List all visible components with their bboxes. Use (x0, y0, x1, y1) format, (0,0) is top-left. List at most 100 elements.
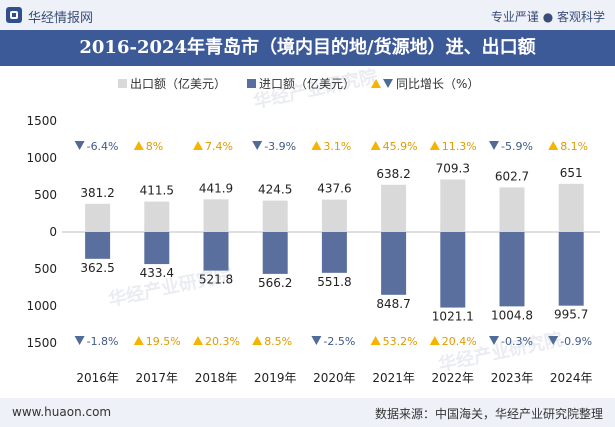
import-growth-label: 20.3% (205, 335, 240, 348)
legend-down-icon (383, 79, 393, 88)
export-growth-label: 3.1% (323, 140, 351, 153)
x-tick-label: 2023年 (491, 371, 534, 385)
site-name: 华经情报网 (28, 11, 94, 26)
export-bar (381, 184, 407, 232)
x-tick-label: 2017年 (136, 371, 179, 385)
import-growth-label: 20.4% (442, 335, 477, 348)
growth-up-icon (370, 336, 381, 345)
y-tick-label: 1000 (26, 151, 57, 165)
legend-up-icon (371, 79, 381, 88)
import-bar (381, 232, 407, 295)
export-growth-label: 11.3% (442, 140, 477, 153)
y-tick-label: 1500 (26, 336, 57, 350)
import-value-label: 521.8 (199, 273, 233, 287)
export-growth-label: 8.1% (560, 140, 588, 153)
bars (85, 179, 584, 308)
title-bar: 2016-2024年青岛市（境内目的地/货源地）进、出口额 (0, 30, 615, 66)
growth-up-icon (370, 141, 381, 150)
export-bar (321, 199, 347, 232)
import-value-label: 566.2 (258, 276, 292, 290)
legend-swatch-import (247, 79, 256, 88)
growth-down-icon (311, 336, 322, 345)
import-growth-label: -0.9% (560, 335, 592, 348)
export-growth-label: 7.4% (205, 140, 233, 153)
export-growth-label: -6.4% (87, 140, 119, 153)
export-bar (558, 183, 584, 232)
y-axis: 1500 1000 500 0 500 1000 1500 (26, 114, 600, 350)
y-tick-label: 1500 (26, 114, 57, 128)
chart: 华经产业研究院 华经产业研究院 华经产业研究院 出口额（亿美元） 进口额（亿美元）… (26, 66, 600, 385)
y-tick-label: 500 (34, 262, 57, 276)
export-value-label: 441.9 (199, 181, 233, 195)
growth-up-icon (193, 141, 203, 150)
import-value-label: 362.5 (80, 261, 114, 275)
x-tick-label: 2022年 (432, 371, 475, 385)
growth-up-icon (133, 141, 144, 150)
import-value-label: 995.7 (554, 308, 588, 322)
y-tick-label: 0 (49, 225, 57, 239)
y-tick-label: 500 (34, 188, 57, 202)
footer-url: www.huaon.com (12, 405, 112, 419)
export-bar (262, 200, 288, 232)
import-bar (262, 232, 288, 274)
data-labels: 381.2 362.5 411.5 433.4 441.9 521.8 424.5 566.2… (80, 162, 588, 324)
import-growth-label: -0.3% (501, 335, 533, 348)
import-growth-label: 8.5% (264, 335, 292, 348)
x-tick-label: 2018年 (195, 371, 238, 385)
export-bar (144, 201, 170, 232)
import-growth-label: 53.2% (383, 335, 418, 348)
growth-down-icon (252, 141, 263, 150)
growth-up-icon (429, 141, 440, 150)
import-value-label: 848.7 (376, 297, 410, 311)
export-growth-label: -5.9% (501, 140, 533, 153)
growth-down-icon (489, 141, 499, 150)
y-tick-label: 1000 (26, 299, 57, 313)
x-tick-label: 2016年 (76, 371, 119, 385)
growth-up-icon (429, 336, 440, 345)
growth-up-icon (548, 141, 559, 150)
import-value-label: 1021.1 (432, 310, 474, 324)
x-tick-label: 2024年 (550, 371, 593, 385)
import-bar (85, 232, 111, 259)
growth-down-icon (489, 336, 499, 345)
growth-labels: -6.4% -1.8% 8% 19.5% 7.4% 20.3% -3.9% 8.5% 3.1% -… (74, 140, 592, 348)
import-bar (499, 232, 525, 307)
import-bar (440, 232, 466, 308)
export-growth-label: 8% (146, 140, 163, 153)
import-value-label: 551.8 (317, 275, 351, 289)
export-value-label: 651 (560, 166, 583, 180)
x-tick-label: 2021年 (372, 371, 415, 385)
import-value-label: 1004.8 (491, 308, 533, 322)
export-value-label: 424.5 (258, 183, 292, 197)
import-bar (144, 232, 170, 265)
export-value-label: 638.2 (376, 167, 410, 181)
x-tick-label: 2019年 (254, 371, 297, 385)
legend-label-import: 进口额（亿美元） (259, 76, 355, 91)
export-growth-label: -3.9% (264, 140, 296, 153)
export-value-label: 437.6 (317, 182, 351, 196)
import-bar (558, 232, 584, 306)
footer-source: 数据来源：中国海关，华经产业研究院整理 (374, 407, 603, 421)
growth-down-icon (74, 141, 85, 150)
import-bar (321, 232, 347, 273)
legend: 出口额（亿美元） 进口额（亿美元） 同比增长（%） (118, 76, 479, 91)
tagline: 专业严谨 ● 客观科学 (490, 10, 605, 24)
growth-down-icon (548, 336, 559, 345)
x-axis: 2016年 2017年 2018年 2019年 2020年 2021年 2022年 2023年… (76, 371, 592, 385)
export-bar (440, 179, 466, 232)
import-growth-label: -1.8% (87, 335, 119, 348)
legend-label-growth: 同比增长（%） (396, 77, 479, 91)
export-bar (85, 203, 111, 232)
growth-up-icon (252, 336, 263, 345)
export-bar (499, 187, 525, 232)
growth-down-icon (74, 336, 85, 345)
import-value-label: 433.4 (140, 266, 174, 280)
legend-swatch-export (118, 79, 127, 88)
growth-up-icon (311, 141, 322, 150)
import-growth-label: -2.5% (323, 335, 355, 348)
import-bar (203, 232, 229, 271)
footer: www.huaon.com 数据来源：中国海关，华经产业研究院整理 (0, 398, 615, 427)
logo-icon (6, 7, 22, 23)
export-value-label: 602.7 (495, 169, 529, 183)
chart-title: 2016-2024年青岛市（境内目的地/货源地）进、出口额 (79, 37, 536, 58)
